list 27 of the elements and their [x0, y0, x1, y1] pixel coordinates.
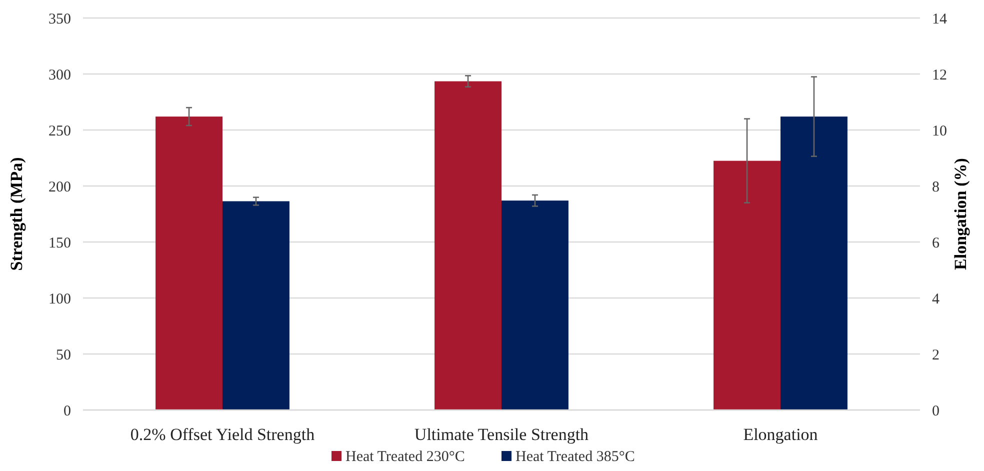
- y-tick-label: 50: [56, 347, 71, 364]
- y-tick-label: 300: [48, 67, 71, 84]
- y-tick-label: 250: [48, 123, 71, 140]
- legend-label: Heat Treated 230°C: [346, 449, 465, 465]
- bar: [502, 200, 568, 410]
- legend-label: Heat Treated 385°C: [516, 449, 635, 465]
- y2-axis-title: Elongation (%): [951, 158, 970, 270]
- x-tick-label: Ultimate Tensile Strength: [414, 425, 590, 444]
- y2-tick-label: 10: [932, 123, 947, 140]
- y2-tick-label: 12: [932, 67, 947, 84]
- bar: [222, 201, 290, 410]
- y2-tick-label: 2: [932, 347, 940, 364]
- x-tick-label: Elongation: [743, 425, 818, 444]
- y-tick-label: 200: [48, 179, 71, 196]
- y-axis-title: Strength (MPa): [7, 157, 26, 271]
- y-tick-label: 350: [48, 11, 71, 28]
- y-tick-label: 150: [48, 235, 71, 252]
- y2-tick-label: 0: [932, 403, 940, 420]
- y-tick-label: 100: [48, 291, 71, 308]
- y-tick-label: 0: [64, 403, 71, 420]
- x-tick-label: 0.2% Offset Yield Strength: [130, 425, 316, 444]
- y2-tick-label: 14: [932, 11, 948, 28]
- y2-tick-label: 8: [932, 179, 940, 196]
- bar: [434, 81, 502, 410]
- y2-tick-label: 4: [932, 291, 940, 308]
- y2-tick-label: 6: [932, 235, 940, 252]
- bar: [156, 116, 222, 410]
